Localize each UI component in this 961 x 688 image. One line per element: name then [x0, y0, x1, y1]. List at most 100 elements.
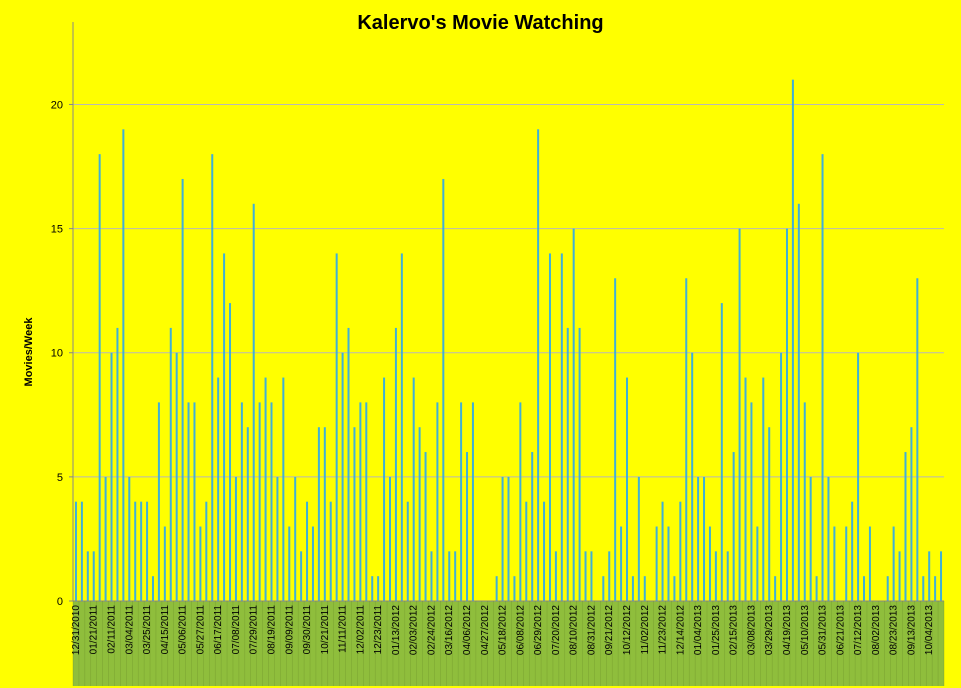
- x-tick-label: 11/11/2011: [338, 605, 349, 653]
- bar: [388, 476, 391, 601]
- bar: [240, 402, 243, 601]
- bar: [614, 278, 617, 601]
- bar: [270, 402, 273, 601]
- bar: [288, 526, 291, 601]
- x-tick-label: 12/14/2012: [675, 605, 686, 655]
- bar: [110, 352, 113, 601]
- bar: [608, 551, 611, 601]
- bar: [744, 377, 747, 601]
- bar: [80, 501, 83, 601]
- x-tick-label: 02/03/2012: [409, 605, 420, 655]
- bar: [264, 377, 267, 601]
- x-tick-label: 08/02/2013: [871, 605, 882, 655]
- bar: [531, 452, 534, 601]
- x-tick-label: 01/21/2011: [89, 605, 100, 655]
- bar: [400, 253, 403, 601]
- bar: [495, 576, 498, 601]
- bar: [347, 327, 350, 601]
- bar: [578, 327, 581, 601]
- bar: [116, 327, 119, 601]
- bar: [205, 501, 208, 601]
- bar: [809, 476, 812, 601]
- bar: [780, 352, 783, 601]
- x-tick-label: 02/24/2012: [426, 605, 437, 655]
- bar: [797, 203, 800, 602]
- bar: [394, 327, 397, 601]
- bar: [620, 526, 623, 601]
- x-tick-label: 04/19/2013: [782, 605, 793, 655]
- bar: [134, 501, 137, 601]
- bar: [507, 476, 510, 601]
- bar: [934, 576, 937, 601]
- bar: [430, 551, 433, 601]
- bar: [329, 501, 332, 601]
- bar: [501, 476, 504, 601]
- y-tick-label: 5: [57, 472, 63, 484]
- chart-title: Kalervo's Movie Watching: [357, 12, 604, 34]
- bar: [590, 551, 593, 601]
- bar: [169, 327, 172, 601]
- bar: [827, 476, 830, 601]
- bar: [371, 576, 374, 601]
- bar: [519, 402, 522, 601]
- bar: [122, 129, 125, 601]
- bar: [471, 402, 474, 601]
- bar: [229, 303, 232, 601]
- x-tick-label: 10/04/2013: [924, 605, 935, 655]
- bar: [436, 402, 439, 601]
- bar: [857, 352, 860, 601]
- bar: [940, 551, 943, 601]
- x-tick-label: 08/23/2013: [889, 605, 900, 655]
- bar: [738, 228, 741, 601]
- bar: [904, 452, 907, 601]
- x-tick-label: 03/16/2012: [444, 605, 455, 655]
- bar: [163, 526, 166, 601]
- bar: [703, 476, 706, 601]
- x-tick-label: 05/06/2011: [178, 605, 189, 655]
- y-tick-label: 15: [51, 224, 63, 236]
- bar: [525, 501, 528, 601]
- x-tick-label: 08/31/2012: [586, 605, 597, 655]
- x-tick-label: 09/30/2011: [302, 605, 313, 655]
- bar: [667, 526, 670, 601]
- bar: [448, 551, 451, 601]
- x-tick-label: 03/08/2013: [746, 605, 757, 655]
- x-tick-label: 10/21/2011: [320, 605, 331, 655]
- bar: [300, 551, 303, 601]
- bar: [637, 476, 640, 601]
- x-tick-label: 04/15/2011: [160, 605, 171, 655]
- x-tick-label: 09/09/2011: [284, 605, 295, 655]
- bar: [418, 427, 421, 601]
- bar: [916, 278, 919, 601]
- bar: [584, 551, 587, 601]
- bar: [708, 526, 711, 601]
- bar: [898, 551, 901, 601]
- bar: [643, 576, 646, 601]
- bar: [199, 526, 202, 601]
- x-tick-label: 06/08/2012: [515, 605, 526, 655]
- x-tick-label: 12/31/2010: [71, 605, 82, 655]
- x-tick-label: 07/20/2012: [551, 605, 562, 655]
- bar: [140, 501, 143, 601]
- bar: [258, 402, 261, 601]
- bar: [353, 427, 356, 601]
- bar: [673, 576, 676, 601]
- bar: [86, 551, 89, 601]
- x-tick-label: 07/08/2011: [231, 605, 242, 655]
- bar: [246, 427, 249, 601]
- bar: [720, 303, 723, 601]
- x-tick-label: 02/11/2011: [107, 605, 118, 654]
- bar: [442, 178, 445, 601]
- bar: [768, 427, 771, 601]
- y-tick-label: 10: [51, 348, 63, 360]
- bar: [211, 154, 214, 601]
- x-tick-label: 11/23/2012: [658, 605, 669, 655]
- x-tick-label: 06/21/2013: [835, 605, 846, 655]
- bar: [359, 402, 362, 601]
- bar: [679, 501, 682, 601]
- bar: [803, 402, 806, 601]
- x-tick-label: 03/25/2011: [142, 605, 153, 655]
- bar: [928, 551, 931, 601]
- bar: [685, 278, 688, 601]
- bar: [548, 253, 551, 601]
